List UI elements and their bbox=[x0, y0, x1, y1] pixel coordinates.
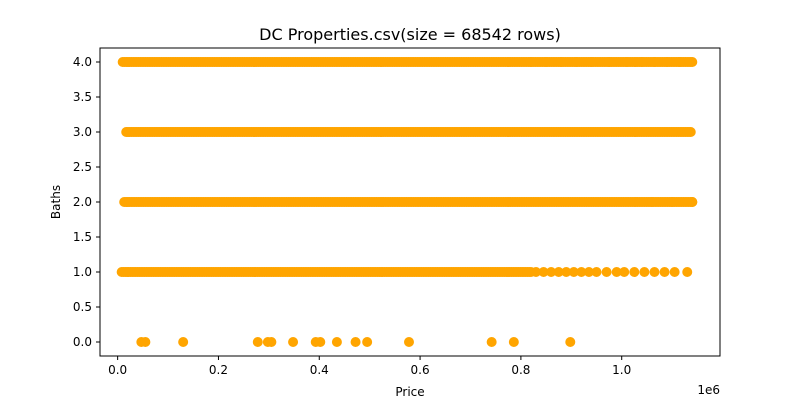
data-point bbox=[565, 337, 576, 347]
data-point bbox=[674, 57, 685, 67]
data-point bbox=[619, 267, 630, 277]
data-point bbox=[531, 267, 542, 277]
data-point bbox=[583, 267, 594, 277]
data-point bbox=[667, 197, 678, 207]
y-tick-label: 0.5 bbox=[73, 300, 92, 314]
data-point bbox=[553, 267, 564, 277]
data-point bbox=[571, 57, 582, 67]
data-point bbox=[288, 337, 299, 347]
data-point bbox=[639, 267, 650, 277]
data-point bbox=[669, 267, 680, 277]
y-tick-label: 3.0 bbox=[73, 125, 92, 139]
data-point bbox=[350, 337, 361, 347]
data-point bbox=[252, 337, 263, 347]
y-tick-label: 2.0 bbox=[73, 195, 92, 209]
data-point bbox=[685, 127, 696, 137]
data-point bbox=[687, 197, 698, 207]
data-point bbox=[662, 57, 673, 67]
data-point bbox=[604, 57, 615, 67]
y-axis-label: Baths bbox=[49, 185, 63, 219]
data-point bbox=[331, 337, 342, 347]
data-point bbox=[586, 57, 597, 67]
data-point bbox=[601, 267, 612, 277]
data-point bbox=[561, 267, 572, 277]
data-point bbox=[649, 57, 660, 67]
y-tick-label: 0.0 bbox=[73, 335, 92, 349]
x-axis-label: Price bbox=[395, 385, 424, 399]
data-point bbox=[315, 337, 326, 347]
data-point bbox=[556, 57, 567, 67]
y-tick-label: 3.5 bbox=[73, 90, 92, 104]
data-point bbox=[266, 337, 277, 347]
data-point bbox=[646, 197, 657, 207]
x-axis-offset-text: 1e6 bbox=[697, 383, 720, 397]
data-point bbox=[611, 267, 622, 277]
x-tick-label: 0.0 bbox=[108, 363, 127, 377]
y-tick-label: 1.0 bbox=[73, 265, 92, 279]
data-point bbox=[362, 337, 373, 347]
data-point bbox=[636, 57, 647, 67]
y-axis-ticks: 0.0 0.5 1.0 1.5 2.0 2.5 3.0 3.5 4.0 bbox=[73, 55, 100, 349]
data-point bbox=[403, 337, 414, 347]
y-tick-label: 1.5 bbox=[73, 230, 92, 244]
x-axis-ticks: 0.0 0.2 0.4 0.6 0.8 1.0 bbox=[108, 356, 631, 377]
data-point bbox=[687, 57, 698, 67]
data-point bbox=[568, 267, 579, 277]
y-tick-label: 4.0 bbox=[73, 55, 92, 69]
data-point bbox=[621, 57, 632, 67]
data-point bbox=[140, 337, 151, 347]
data-point bbox=[682, 267, 693, 277]
data-points bbox=[116, 57, 698, 347]
x-tick-label: 0.8 bbox=[511, 363, 530, 377]
data-point bbox=[591, 267, 602, 277]
x-tick-label: 1.0 bbox=[612, 363, 631, 377]
y-tick-label: 2.5 bbox=[73, 160, 92, 174]
data-point bbox=[659, 267, 670, 277]
data-point bbox=[649, 267, 660, 277]
x-tick-label: 0.2 bbox=[209, 363, 228, 377]
x-tick-label: 0.6 bbox=[411, 363, 430, 377]
data-point bbox=[541, 57, 552, 67]
data-point bbox=[525, 57, 536, 67]
data-point bbox=[629, 267, 640, 277]
data-point bbox=[486, 337, 497, 347]
data-point bbox=[576, 267, 587, 277]
data-point bbox=[538, 267, 549, 277]
chart-title: DC Properties.csv(size = 68542 rows) bbox=[259, 25, 561, 44]
x-tick-label: 0.4 bbox=[310, 363, 329, 377]
data-point bbox=[178, 337, 189, 347]
data-point bbox=[546, 267, 557, 277]
data-point bbox=[508, 337, 519, 347]
